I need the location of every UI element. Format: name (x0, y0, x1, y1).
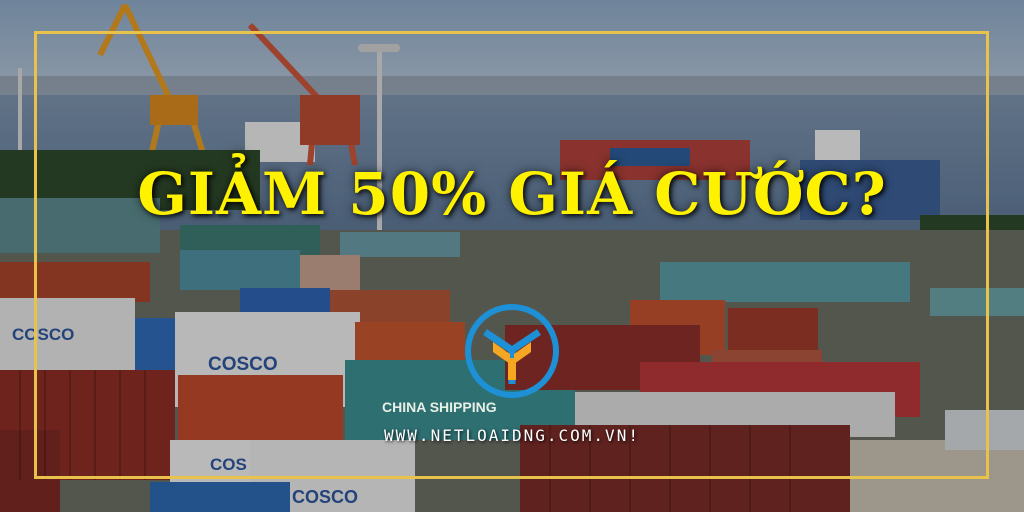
container-label-cosco-1: COSCO (12, 325, 74, 344)
container-label-china-shipping: CHINA SHIPPING (382, 399, 497, 415)
website-url: WWW.NETLOAIDNG.COM.VN! (384, 426, 640, 445)
container-label-cosco-4: COSCO (292, 487, 358, 507)
container-label-cosco-3: COS (210, 455, 247, 474)
container-label-cosco-2: COSCO (208, 354, 278, 375)
decorative-frame (34, 31, 989, 479)
company-logo-icon (465, 304, 559, 398)
headline: GIẢM 50% GIÁ CƯỚC? (137, 160, 887, 228)
